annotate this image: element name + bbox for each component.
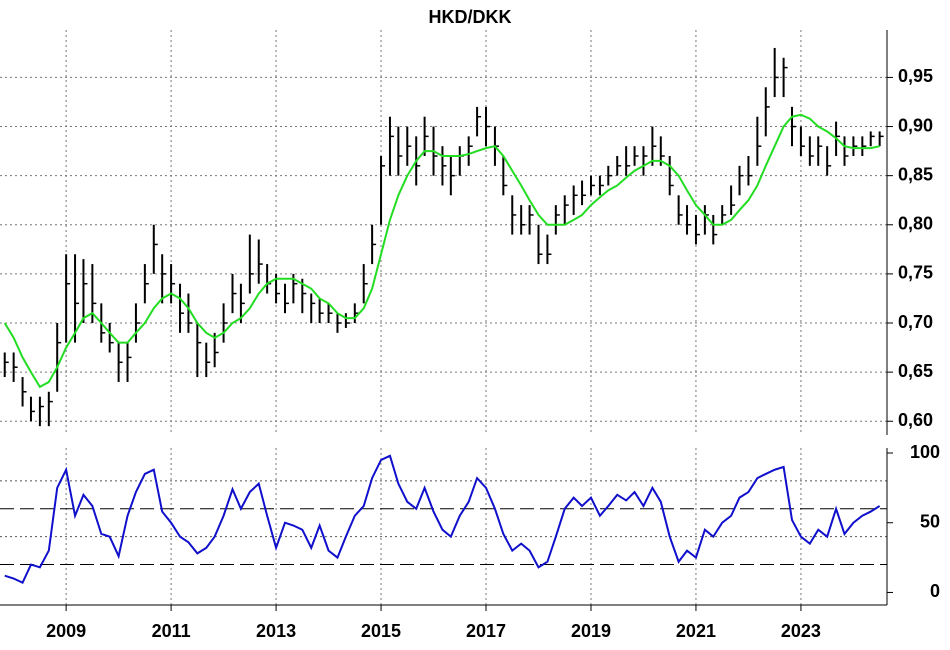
y-tick-label: 100 xyxy=(910,442,940,462)
x-tick-label: 2009 xyxy=(46,621,86,641)
y-tick-label: 0,65 xyxy=(898,361,933,381)
x-tick-label: 2017 xyxy=(466,621,506,641)
y-tick-label: 0,70 xyxy=(898,312,933,332)
chart-title: HKD/DKK xyxy=(429,7,512,27)
x-tick-label: 2021 xyxy=(676,621,716,641)
y-tick-label: 0,85 xyxy=(898,164,933,184)
y-tick-label: 50 xyxy=(920,511,940,531)
y-tick-label: 0,60 xyxy=(898,410,933,430)
x-tick-label: 2013 xyxy=(256,621,296,641)
y-tick-label: 0,95 xyxy=(898,66,933,86)
x-tick-label: 2023 xyxy=(781,621,821,641)
x-tick-label: 2019 xyxy=(571,621,611,641)
y-tick-label: 0 xyxy=(930,581,940,601)
oscillator-line xyxy=(4,454,881,585)
x-tick-label: 2011 xyxy=(152,621,191,641)
y-tick-label: 0,75 xyxy=(898,263,933,283)
x-tick-label: 2015 xyxy=(361,621,401,641)
y-tick-label: 0,80 xyxy=(898,214,933,234)
moving-average xyxy=(3,113,880,389)
y-tick-label: 0,90 xyxy=(898,115,933,135)
